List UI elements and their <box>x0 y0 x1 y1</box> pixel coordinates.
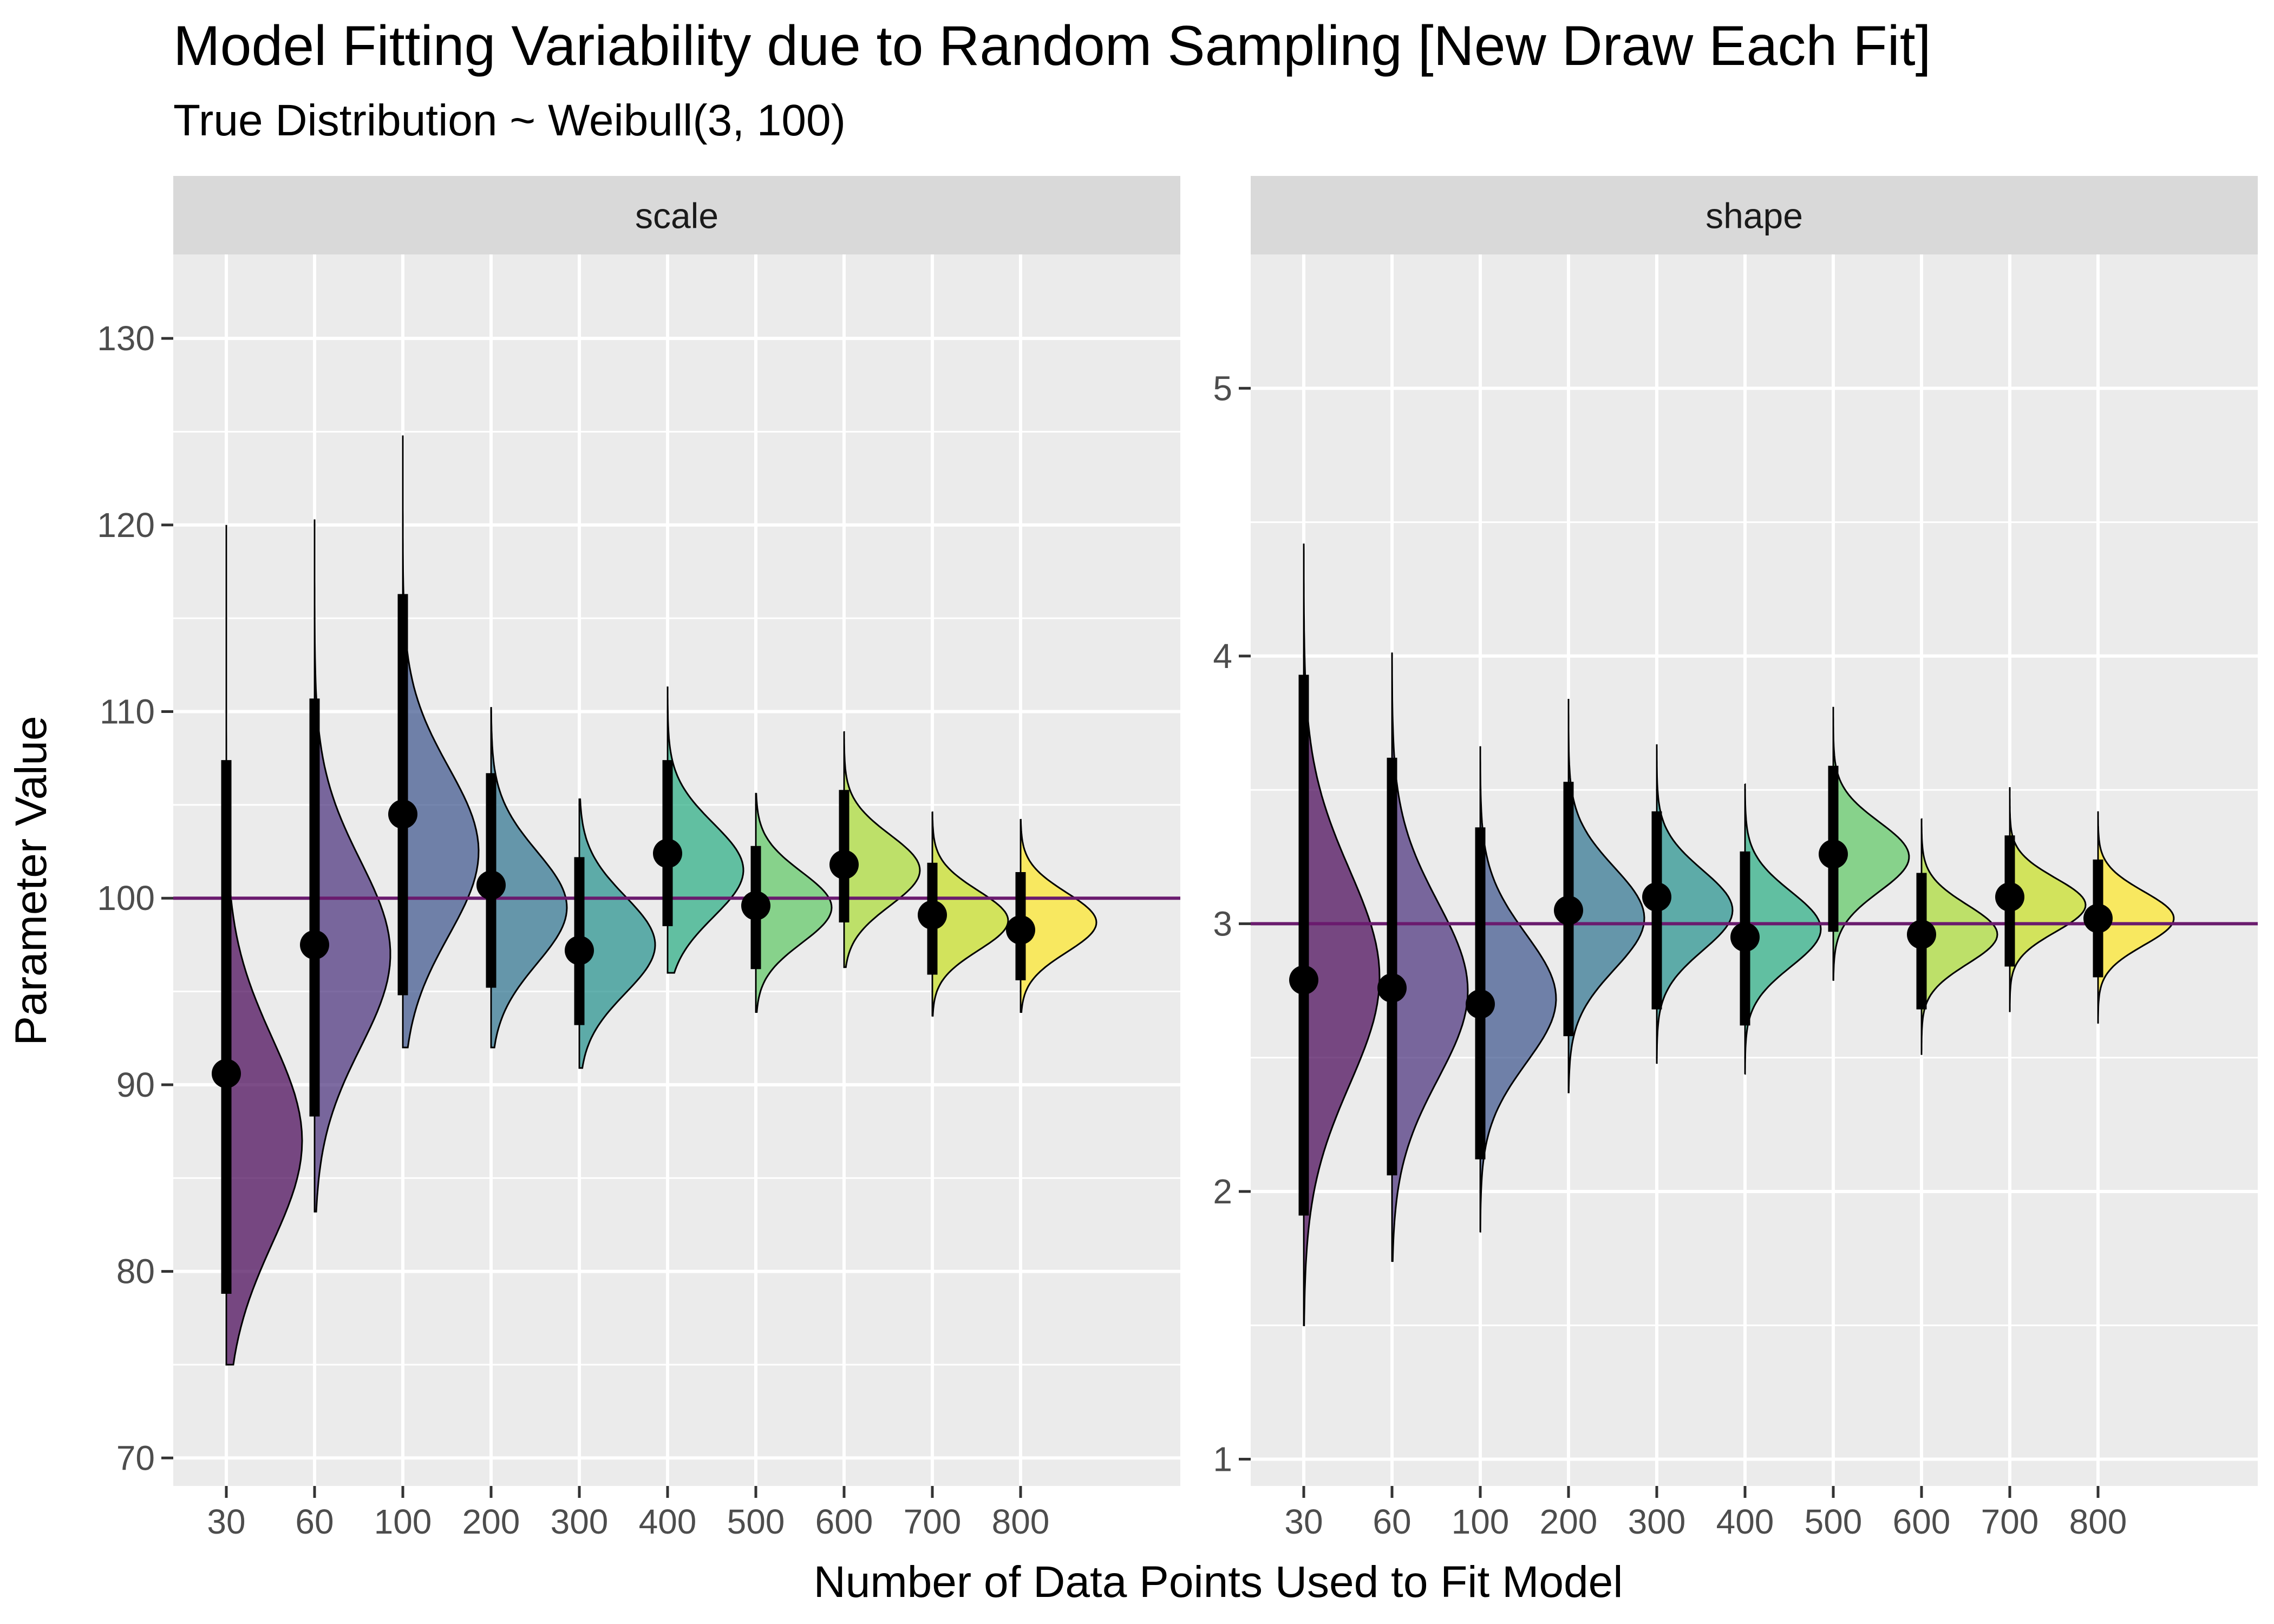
y-tick-label: 90 <box>116 1065 155 1104</box>
density-scale-800 <box>1020 818 1097 1013</box>
density-shape-600 <box>1920 818 1998 1055</box>
median-point-shape-400 <box>1730 922 1760 952</box>
facet-strip <box>173 176 1180 254</box>
y-tick-label: 1 <box>1213 1440 1232 1479</box>
y-tick-label: 4 <box>1213 637 1232 676</box>
y-tick-label: 130 <box>97 319 155 358</box>
median-point-scale-30 <box>212 1059 241 1089</box>
density-scale-700 <box>931 811 1009 1017</box>
x-tick-label: 600 <box>1893 1502 1951 1541</box>
y-axis-title: Parameter Value <box>6 716 56 1045</box>
density-scale-30 <box>225 525 303 1366</box>
x-tick-label: 500 <box>727 1502 785 1541</box>
median-point-shape-60 <box>1377 973 1407 1003</box>
y-tick-label: 110 <box>100 692 155 731</box>
density-layer <box>225 435 1097 1366</box>
x-tick-label: 400 <box>639 1502 697 1541</box>
x-tick-label: 300 <box>551 1502 609 1541</box>
x-tick-label: 30 <box>207 1502 245 1541</box>
x-axis-title: Number of Data Points Used to Fit Model <box>814 1557 1623 1607</box>
density-scale-600 <box>843 731 921 968</box>
median-point-scale-300 <box>565 935 594 965</box>
x-tick-label: 800 <box>992 1502 1050 1541</box>
density-layer <box>1303 543 2175 1326</box>
y-tick-label: 5 <box>1213 369 1232 408</box>
chart-title: Model Fitting Variability due to Random … <box>173 15 1931 77</box>
density-scale-300 <box>578 798 656 1069</box>
median-point-shape-30 <box>1289 965 1318 995</box>
median-point-shape-800 <box>2083 903 2113 933</box>
median-point-shape-500 <box>1819 839 1848 869</box>
median-point-shape-700 <box>1995 882 2024 912</box>
y-tick-label: 120 <box>97 506 155 545</box>
x-tick-label: 200 <box>462 1502 520 1541</box>
density-scale-200 <box>490 707 568 1049</box>
density-shape-200 <box>1567 698 1645 1093</box>
x-tick-label: 600 <box>815 1502 873 1541</box>
y-tick-label: 3 <box>1213 904 1232 943</box>
median-point-scale-200 <box>476 870 506 900</box>
density-shape-30 <box>1303 543 1381 1326</box>
x-tick-label: 700 <box>904 1502 962 1541</box>
facet-strip <box>1251 176 2258 254</box>
x-tick-label: 800 <box>2069 1502 2127 1541</box>
x-tick-label: 700 <box>1981 1502 2039 1541</box>
median-point-shape-100 <box>1466 989 1495 1019</box>
density-shape-300 <box>1656 744 1734 1064</box>
x-tick-label: 60 <box>1373 1502 1411 1541</box>
median-point-scale-400 <box>653 839 682 868</box>
facet-panel-scale: scale 70 80 90 100 110 120 130 30 60 100 200 300 400 5… <box>97 176 1180 1541</box>
median-point-scale-100 <box>388 800 417 829</box>
x-tick-label: 200 <box>1540 1502 1598 1541</box>
density-scale-60 <box>313 519 391 1213</box>
y-tick-label: 100 <box>97 879 155 918</box>
median-point-scale-700 <box>918 900 947 930</box>
median-point-shape-300 <box>1642 882 1671 912</box>
x-tick-label: 30 <box>1284 1502 1323 1541</box>
density-shape-700 <box>2009 787 2087 1012</box>
x-tick-label: 500 <box>1805 1502 1863 1541</box>
density-scale-500 <box>755 793 833 1013</box>
x-tick-label: 100 <box>374 1502 432 1541</box>
chart-subtitle: True Distribution ~ Weibull(3, 100) <box>173 96 846 145</box>
x-tick-label: 400 <box>1716 1502 1774 1541</box>
median-point-scale-60 <box>300 930 329 960</box>
x-tick-label: 100 <box>1452 1502 1510 1541</box>
median-point-shape-200 <box>1554 895 1583 925</box>
density-shape-800 <box>2097 811 2175 1024</box>
median-point-scale-500 <box>741 890 770 920</box>
density-scale-400 <box>666 686 744 974</box>
facet-strip-label: scale <box>635 196 718 236</box>
density-shape-60 <box>1391 652 1469 1262</box>
density-scale-100 <box>402 435 480 1049</box>
median-point-scale-800 <box>1006 915 1035 945</box>
median-point-shape-600 <box>1907 920 1936 949</box>
x-tick-label: 60 <box>295 1502 334 1541</box>
y-tick-label: 2 <box>1213 1172 1232 1211</box>
median-point-scale-600 <box>829 850 859 880</box>
density-shape-400 <box>1744 783 1822 1075</box>
y-tick-label: 80 <box>116 1252 155 1291</box>
y-tick-label: 70 <box>116 1438 155 1477</box>
facet-panel-shape: shape 1 2 3 4 5 30 60 100 200 300 400 500 600 700 800 <box>1213 176 2258 1541</box>
density-shape-500 <box>1832 706 1910 981</box>
x-tick-label: 300 <box>1628 1502 1686 1541</box>
facet-strip-label: shape <box>1706 196 1803 236</box>
